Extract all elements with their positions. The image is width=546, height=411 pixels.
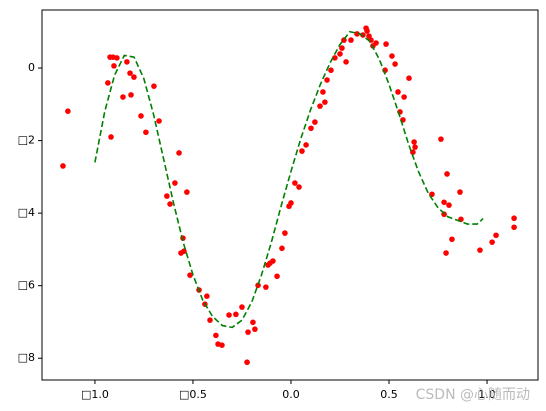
data-point <box>127 70 133 76</box>
data-point <box>299 148 305 154</box>
data-point <box>263 284 269 290</box>
data-point <box>65 108 71 115</box>
x-tick-label: 1.0 <box>478 388 496 401</box>
data-point <box>457 189 463 195</box>
data-point <box>226 312 232 318</box>
data-point <box>449 236 455 243</box>
data-point <box>444 171 450 177</box>
data-point <box>446 202 452 208</box>
data-point <box>164 193 170 199</box>
data-point <box>274 273 280 280</box>
data-point <box>373 40 379 46</box>
data-point <box>441 199 447 206</box>
data-point <box>324 77 330 83</box>
data-point <box>181 248 187 255</box>
data-point <box>120 94 126 100</box>
data-point <box>438 136 444 142</box>
data-point <box>207 317 213 323</box>
data-point <box>176 150 182 156</box>
data-point <box>167 201 173 207</box>
data-point <box>111 63 117 69</box>
data-point <box>252 326 258 333</box>
data-point <box>354 31 360 37</box>
data-point <box>337 51 343 57</box>
data-point <box>279 245 285 252</box>
y-tick-label: □6 <box>18 279 35 292</box>
data-point <box>108 134 114 140</box>
data-point <box>308 125 314 132</box>
data-point <box>312 119 318 125</box>
data-point <box>105 80 111 86</box>
data-point <box>320 89 326 95</box>
data-point <box>389 53 395 59</box>
data-point <box>332 55 338 61</box>
data-point <box>303 142 309 148</box>
data-point <box>204 293 210 300</box>
data-point <box>317 103 323 109</box>
data-point <box>328 67 334 74</box>
data-point <box>270 258 276 264</box>
data-point <box>493 232 499 239</box>
data-point <box>239 304 245 310</box>
data-point <box>443 250 449 256</box>
data-point <box>348 37 354 43</box>
data-point <box>114 55 120 61</box>
data-point <box>156 118 162 124</box>
plot-frame <box>41 9 539 381</box>
data-point <box>383 41 389 47</box>
data-point <box>411 139 417 145</box>
data-point <box>360 32 366 38</box>
x-tick-label: □0.5 <box>179 388 207 401</box>
x-tick-label: □1.0 <box>81 388 109 401</box>
data-point <box>255 282 261 289</box>
data-point <box>143 129 149 136</box>
y-tick-label: □4 <box>18 206 35 219</box>
watermark: CSDN @心随而动 <box>416 387 530 403</box>
y-tick-label: □8 <box>18 351 35 364</box>
y-tick-label: □2 <box>18 134 35 147</box>
data-point <box>124 59 130 65</box>
data-point <box>128 92 134 98</box>
data-point <box>412 144 418 150</box>
data-point <box>343 59 349 65</box>
data-point <box>406 75 412 81</box>
data-point <box>250 319 256 326</box>
data-point <box>219 342 225 348</box>
data-point <box>187 272 193 278</box>
data-point <box>477 247 483 253</box>
data-point <box>131 74 137 80</box>
data-point <box>292 180 298 186</box>
data-point <box>172 180 178 186</box>
data-point <box>511 224 517 231</box>
data-point <box>339 45 345 51</box>
data-point <box>364 28 370 34</box>
data-point <box>282 230 288 236</box>
data-point <box>151 83 157 89</box>
data-point <box>395 89 401 95</box>
data-point <box>489 239 495 245</box>
data-point <box>288 200 294 206</box>
data-point <box>392 61 398 67</box>
data-point <box>244 359 250 366</box>
data-point <box>233 311 239 318</box>
data-point <box>322 99 328 105</box>
data-point <box>138 113 144 119</box>
data-point <box>245 329 251 335</box>
data-point <box>60 163 66 169</box>
data-point <box>511 215 517 222</box>
data-point <box>296 184 302 190</box>
data-point <box>184 189 190 195</box>
x-tick-label: 0.5 <box>380 388 398 401</box>
data-point <box>401 94 407 100</box>
x-tick-label: 0.0 <box>282 388 300 401</box>
y-tick-label: 0 <box>28 61 35 74</box>
fit-line <box>94 30 484 329</box>
data-point <box>213 332 219 339</box>
